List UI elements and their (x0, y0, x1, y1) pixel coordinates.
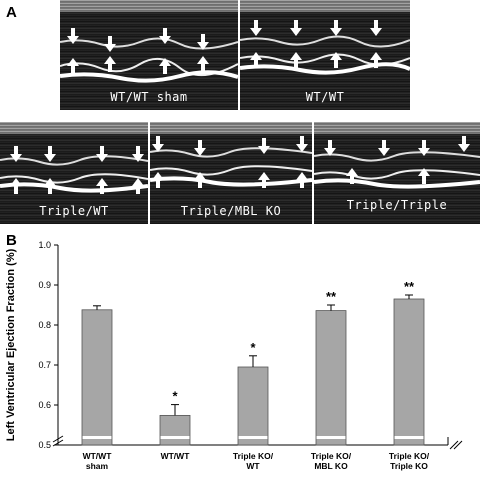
bar-break-band (82, 436, 112, 439)
echo-image-triple-mbl-ko: Triple/MBL KO (150, 122, 312, 224)
echo-label: WT/WT (305, 90, 345, 104)
significance-marker: * (172, 389, 178, 404)
x-tick-label: Triple KO/WT (233, 451, 274, 471)
significance-marker: ** (404, 279, 415, 294)
x-tick-label: Triple KO/MBL KO (311, 451, 352, 471)
echo-label: Triple/Triple (346, 198, 448, 212)
bar-break-band (394, 436, 424, 439)
bar-break-band (238, 436, 268, 439)
y-tick-label: 0.7 (38, 360, 51, 370)
y-tick-label: 1.0 (38, 240, 51, 250)
y-axis-label-group: Left Ventricular Ejection Fraction (%) (5, 248, 17, 441)
y-axis-label: Left Ventricular Ejection Fraction (%) (5, 248, 17, 441)
y-ticks: 0.5 0.6 0.7 0.8 0.9 1.0 (38, 240, 58, 450)
x-tick-label: WT/WT (161, 451, 191, 461)
x-tick-label: WT/WT sham (83, 451, 113, 471)
significance-marker: * (250, 340, 256, 355)
bar (393, 298, 425, 446)
x-axis-break-mark (449, 440, 459, 450)
echo-trace (0, 146, 148, 194)
y-tick-label: 0.8 (38, 320, 51, 330)
panel-b-letter: B (6, 232, 17, 249)
y-tick-label: 0.9 (38, 280, 51, 290)
echo-trace (314, 136, 480, 189)
bar (237, 366, 269, 446)
echo-label: Triple/MBL KO (180, 204, 282, 218)
y-tick-label: 0.5 (38, 440, 51, 450)
ejection-fraction-bar-chart: Left Ventricular Ejection Fraction (%) 0… (5, 240, 463, 471)
x-axis-break-mark (453, 440, 463, 450)
x-tick-labels: WT/WT sham WT/WT Triple KO/WT Triple KO/MBL … (83, 451, 430, 471)
echo-trace (240, 20, 410, 75)
bar (81, 309, 113, 446)
y-tick-label: 0.6 (38, 400, 51, 410)
echo-image-wt-wt-sham: WT/WT sham (60, 0, 238, 110)
panel-a-letter: A (6, 4, 17, 21)
significance-marker: ** (326, 289, 337, 304)
echo-label: Triple/WT (39, 204, 109, 218)
echo-image-triple-wt: Triple/WT (0, 122, 148, 224)
bar (315, 310, 347, 446)
bar (159, 414, 191, 446)
echo-trace (150, 136, 312, 188)
bar-break-band (316, 436, 346, 439)
bars: ****** (81, 279, 425, 446)
echo-trace (60, 28, 238, 83)
x-tick-label: Triple KO/Triple KO (389, 451, 430, 471)
bar-break-band (160, 436, 190, 439)
echo-label: WT/WT sham (110, 90, 188, 104)
y-axis-break-mark (52, 435, 64, 443)
echo-image-wt-wt: WT/WT (240, 0, 410, 110)
echo-image-triple-triple: Triple/Triple (314, 122, 480, 224)
